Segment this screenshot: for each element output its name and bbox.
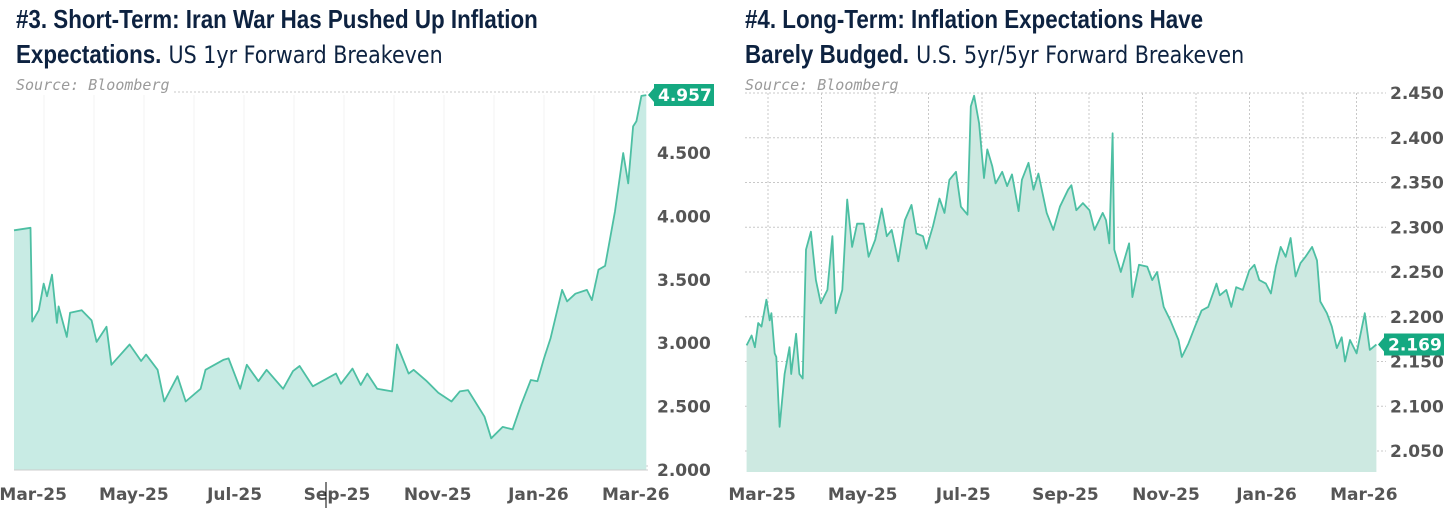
- x-tick-label: Sep-25: [1032, 485, 1099, 505]
- y-tick-label: 4.500: [657, 144, 711, 164]
- x-tick-label: Jan-26: [1235, 485, 1297, 505]
- y-tick-label: 2.450: [1390, 84, 1444, 104]
- x-tick-label: Jul-25: [206, 485, 262, 505]
- y-tick-label: 2.350: [1390, 174, 1444, 194]
- y-tick-label: 2.500: [657, 398, 711, 418]
- series-line: [745, 94, 1377, 428]
- chart-4-title: #4. Long-Term: Inflation Expectations Ha…: [745, 2, 1244, 72]
- x-tick-label: Mar-25: [0, 485, 67, 505]
- chart-4: 2.050 2.100 2.150 2.200 2.250 2.300 2.350 2.400…: [728, 84, 1444, 505]
- y-tick-label: 3.000: [657, 334, 711, 354]
- chart-4-subtitle: U.S. 5yr/5yr Forward Breakeven: [916, 41, 1245, 69]
- series-area: [14, 95, 647, 470]
- x-tick-label: May-25: [99, 485, 169, 505]
- series-area: [746, 95, 1377, 472]
- y-tick-label: 2.400: [1390, 129, 1444, 149]
- chart-3-title-bold-line1: #3. Short-Term: Iran War Has Pushed Up I…: [16, 4, 538, 34]
- y-tick-label: 2.050: [1390, 442, 1444, 462]
- y-tick-label: 3.500: [657, 271, 711, 291]
- x-tick-label: Mar-25: [728, 485, 796, 505]
- y-tick-label: 2.100: [1390, 397, 1444, 417]
- x-tick-label: Jan-26: [507, 485, 569, 505]
- y-tick-label: 2.150: [1390, 353, 1444, 373]
- y-tick-label: 2.200: [1390, 308, 1444, 328]
- chart-3-title-bold-line2: Expectations.: [16, 39, 162, 69]
- x-tick-label: Mar-26: [602, 485, 670, 505]
- x-tick-label: Sep-25: [304, 485, 371, 505]
- chart-3: 2.000 2.500 3.000 3.500 4.000 4.500 Mar-25 May-…: [0, 84, 714, 505]
- chart-3-source: Source: Bloomberg: [16, 76, 170, 94]
- series-line: [13, 94, 647, 440]
- chart-4-title-bold-line2: Barely Budged.: [745, 39, 910, 69]
- last-value-badge: [648, 84, 714, 107]
- last-value-badge: [1378, 333, 1444, 356]
- last-value-label: 4.957: [658, 86, 712, 106]
- chart-3-subtitle: US 1yr Forward Breakeven: [168, 41, 443, 69]
- x-tick-label: Mar-26: [1330, 485, 1398, 505]
- chart-4-source: Source: Bloomberg: [745, 76, 899, 94]
- y-tick-label: 2.300: [1390, 218, 1444, 238]
- x-tick-label: Nov-25: [404, 485, 472, 505]
- y-tick-label: 4.000: [657, 207, 711, 227]
- chart-4-title-bold-line1: #4. Long-Term: Inflation Expectations Ha…: [745, 4, 1204, 34]
- last-value-label: 2.169: [1388, 335, 1442, 355]
- x-tick-label: May-25: [828, 485, 898, 505]
- x-tick-label: Nov-25: [1132, 485, 1200, 505]
- y-tick-label: 2.250: [1390, 263, 1444, 283]
- y-tick-label: 2.000: [657, 461, 711, 481]
- x-tick-label: Jul-25: [935, 485, 991, 505]
- chart-3-title: #3. Short-Term: Iran War Has Pushed Up I…: [16, 2, 538, 72]
